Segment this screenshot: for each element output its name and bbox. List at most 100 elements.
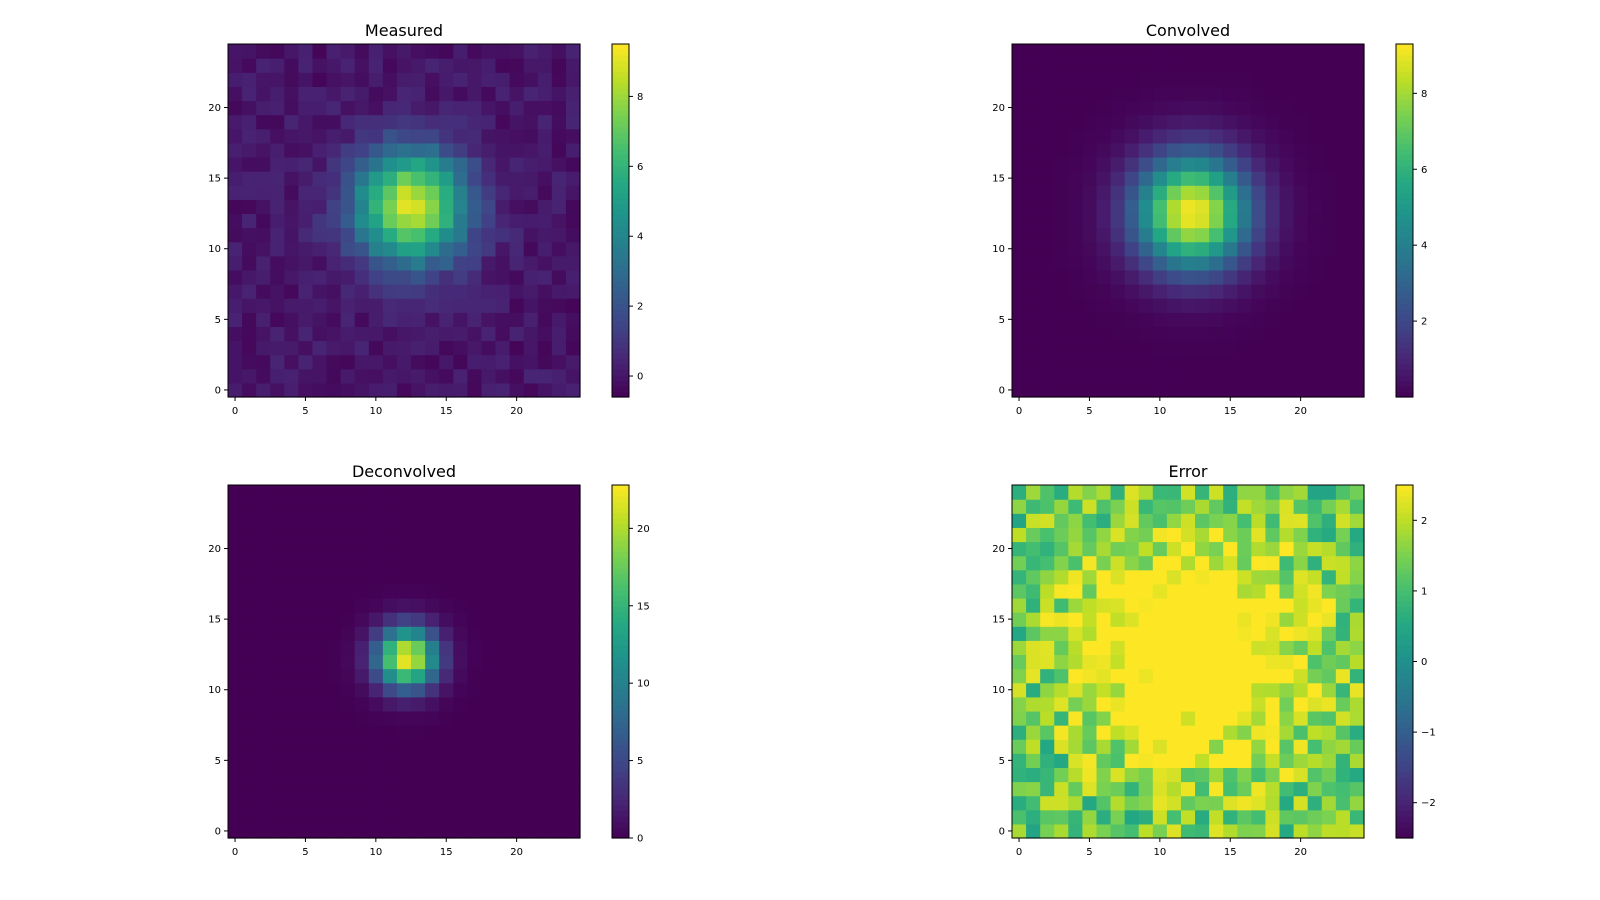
heatmap-cell bbox=[1349, 241, 1365, 257]
heatmap-cell bbox=[228, 485, 243, 500]
heatmap-cell bbox=[537, 513, 553, 528]
heatmap-cell bbox=[1237, 58, 1252, 73]
heatmap-cell bbox=[1321, 142, 1337, 158]
heatmap-cell bbox=[1110, 284, 1126, 299]
heatmap-cell bbox=[509, 640, 525, 656]
heatmap-cell bbox=[453, 767, 468, 783]
heatmap-cell bbox=[1223, 284, 1238, 299]
heatmap-cell bbox=[481, 640, 497, 656]
heatmap-cell bbox=[1293, 626, 1309, 641]
heatmap-cell bbox=[270, 227, 285, 243]
heatmap-cell bbox=[1040, 199, 1055, 215]
heatmap-cell bbox=[1265, 555, 1281, 571]
heatmap-cell bbox=[1321, 767, 1337, 783]
heatmap-cell bbox=[298, 781, 314, 797]
heatmap-cell bbox=[382, 809, 398, 825]
heatmap-cell bbox=[298, 541, 314, 557]
heatmap-cell bbox=[537, 114, 553, 130]
heatmap-cell bbox=[509, 555, 525, 571]
colorbar-segment bbox=[1396, 655, 1413, 663]
heatmap-cell bbox=[1180, 626, 1196, 641]
colorbar-segment bbox=[1396, 650, 1413, 657]
heatmap-cell bbox=[1195, 156, 1210, 172]
heatmap-cell bbox=[256, 583, 271, 599]
heatmap-cell bbox=[256, 142, 271, 158]
heatmap-cell bbox=[1265, 86, 1281, 102]
heatmap-cell bbox=[368, 753, 384, 768]
heatmap-cell bbox=[354, 583, 370, 599]
heatmap-cell bbox=[256, 382, 271, 398]
colorbar-segment bbox=[612, 143, 629, 150]
colorbar-segment bbox=[1396, 198, 1413, 205]
colorbar-tick-label: 6 bbox=[637, 162, 643, 173]
heatmap-cell bbox=[1152, 626, 1168, 641]
heatmap-cell bbox=[1012, 569, 1027, 585]
heatmap-cell bbox=[1138, 269, 1154, 285]
heatmap-cell bbox=[1026, 513, 1041, 528]
heatmap-cell bbox=[565, 171, 581, 186]
heatmap-cell bbox=[312, 640, 328, 656]
heatmap-cell bbox=[270, 668, 285, 684]
heatmap-cell bbox=[1166, 809, 1182, 825]
heatmap-cell bbox=[467, 753, 483, 768]
heatmap-cell bbox=[1321, 382, 1337, 398]
heatmap-cell bbox=[509, 654, 525, 670]
heatmap-cell bbox=[467, 668, 483, 684]
heatmap-cell bbox=[1251, 555, 1267, 571]
heatmap-cell bbox=[1012, 583, 1027, 599]
heatmap-cell bbox=[1166, 100, 1182, 116]
heatmap-cell bbox=[481, 725, 497, 740]
heatmap-cell bbox=[382, 44, 398, 59]
heatmap-cell bbox=[1096, 156, 1112, 172]
heatmap-cell bbox=[481, 255, 497, 271]
heatmap-cell bbox=[1040, 541, 1055, 557]
heatmap-cell bbox=[1307, 626, 1323, 641]
heatmap-cell bbox=[1209, 499, 1224, 514]
heatmap-cell bbox=[1209, 555, 1224, 571]
heatmap-cell bbox=[1307, 753, 1323, 768]
heatmap-cell bbox=[298, 72, 314, 87]
heatmap-cell bbox=[1124, 795, 1140, 811]
heatmap-cell bbox=[1195, 640, 1210, 656]
heatmap-cell bbox=[1040, 597, 1055, 613]
heatmap-cell bbox=[1096, 753, 1112, 768]
heatmap-cell bbox=[368, 767, 384, 783]
heatmap-cell bbox=[453, 199, 468, 215]
heatmap-cell bbox=[1307, 354, 1323, 370]
heatmap-cell bbox=[256, 640, 271, 656]
heatmap-cell bbox=[396, 185, 412, 200]
heatmap-cell bbox=[298, 312, 314, 327]
heatmap-cell bbox=[228, 298, 243, 313]
heatmap-cell bbox=[1012, 284, 1027, 299]
heatmap-cell bbox=[411, 114, 426, 130]
heatmap-cell bbox=[509, 312, 525, 327]
heatmap-cell bbox=[1307, 326, 1323, 342]
heatmap-cell bbox=[1110, 227, 1126, 243]
heatmap-cell bbox=[1152, 710, 1168, 726]
heatmap-cell bbox=[312, 171, 328, 186]
colorbar-segment bbox=[612, 132, 629, 139]
heatmap-cell bbox=[1040, 809, 1055, 825]
heatmap-cell bbox=[1040, 569, 1055, 585]
heatmap-cell bbox=[1321, 340, 1337, 356]
heatmap-cell bbox=[326, 626, 342, 641]
heatmap-cell bbox=[354, 128, 370, 144]
heatmap-cell bbox=[1209, 781, 1224, 797]
heatmap-cell bbox=[298, 171, 314, 186]
heatmap-cell bbox=[495, 753, 511, 768]
heatmap-cell bbox=[1138, 227, 1154, 243]
colorbar-segment bbox=[1396, 821, 1413, 828]
heatmap-cell bbox=[439, 58, 454, 73]
heatmap-cell bbox=[1124, 241, 1140, 257]
heatmap-cell bbox=[453, 555, 468, 571]
heatmap-cell bbox=[382, 255, 398, 271]
heatmap-cell bbox=[523, 795, 539, 811]
heatmap-cell bbox=[228, 555, 243, 571]
heatmap-cell bbox=[298, 583, 314, 599]
heatmap-cell bbox=[1335, 795, 1351, 811]
heatmap-cell bbox=[382, 86, 398, 102]
heatmap-cell bbox=[1180, 298, 1196, 313]
heatmap-cell bbox=[1012, 555, 1027, 571]
heatmap-cell bbox=[396, 809, 412, 825]
heatmap-cell bbox=[523, 541, 539, 557]
